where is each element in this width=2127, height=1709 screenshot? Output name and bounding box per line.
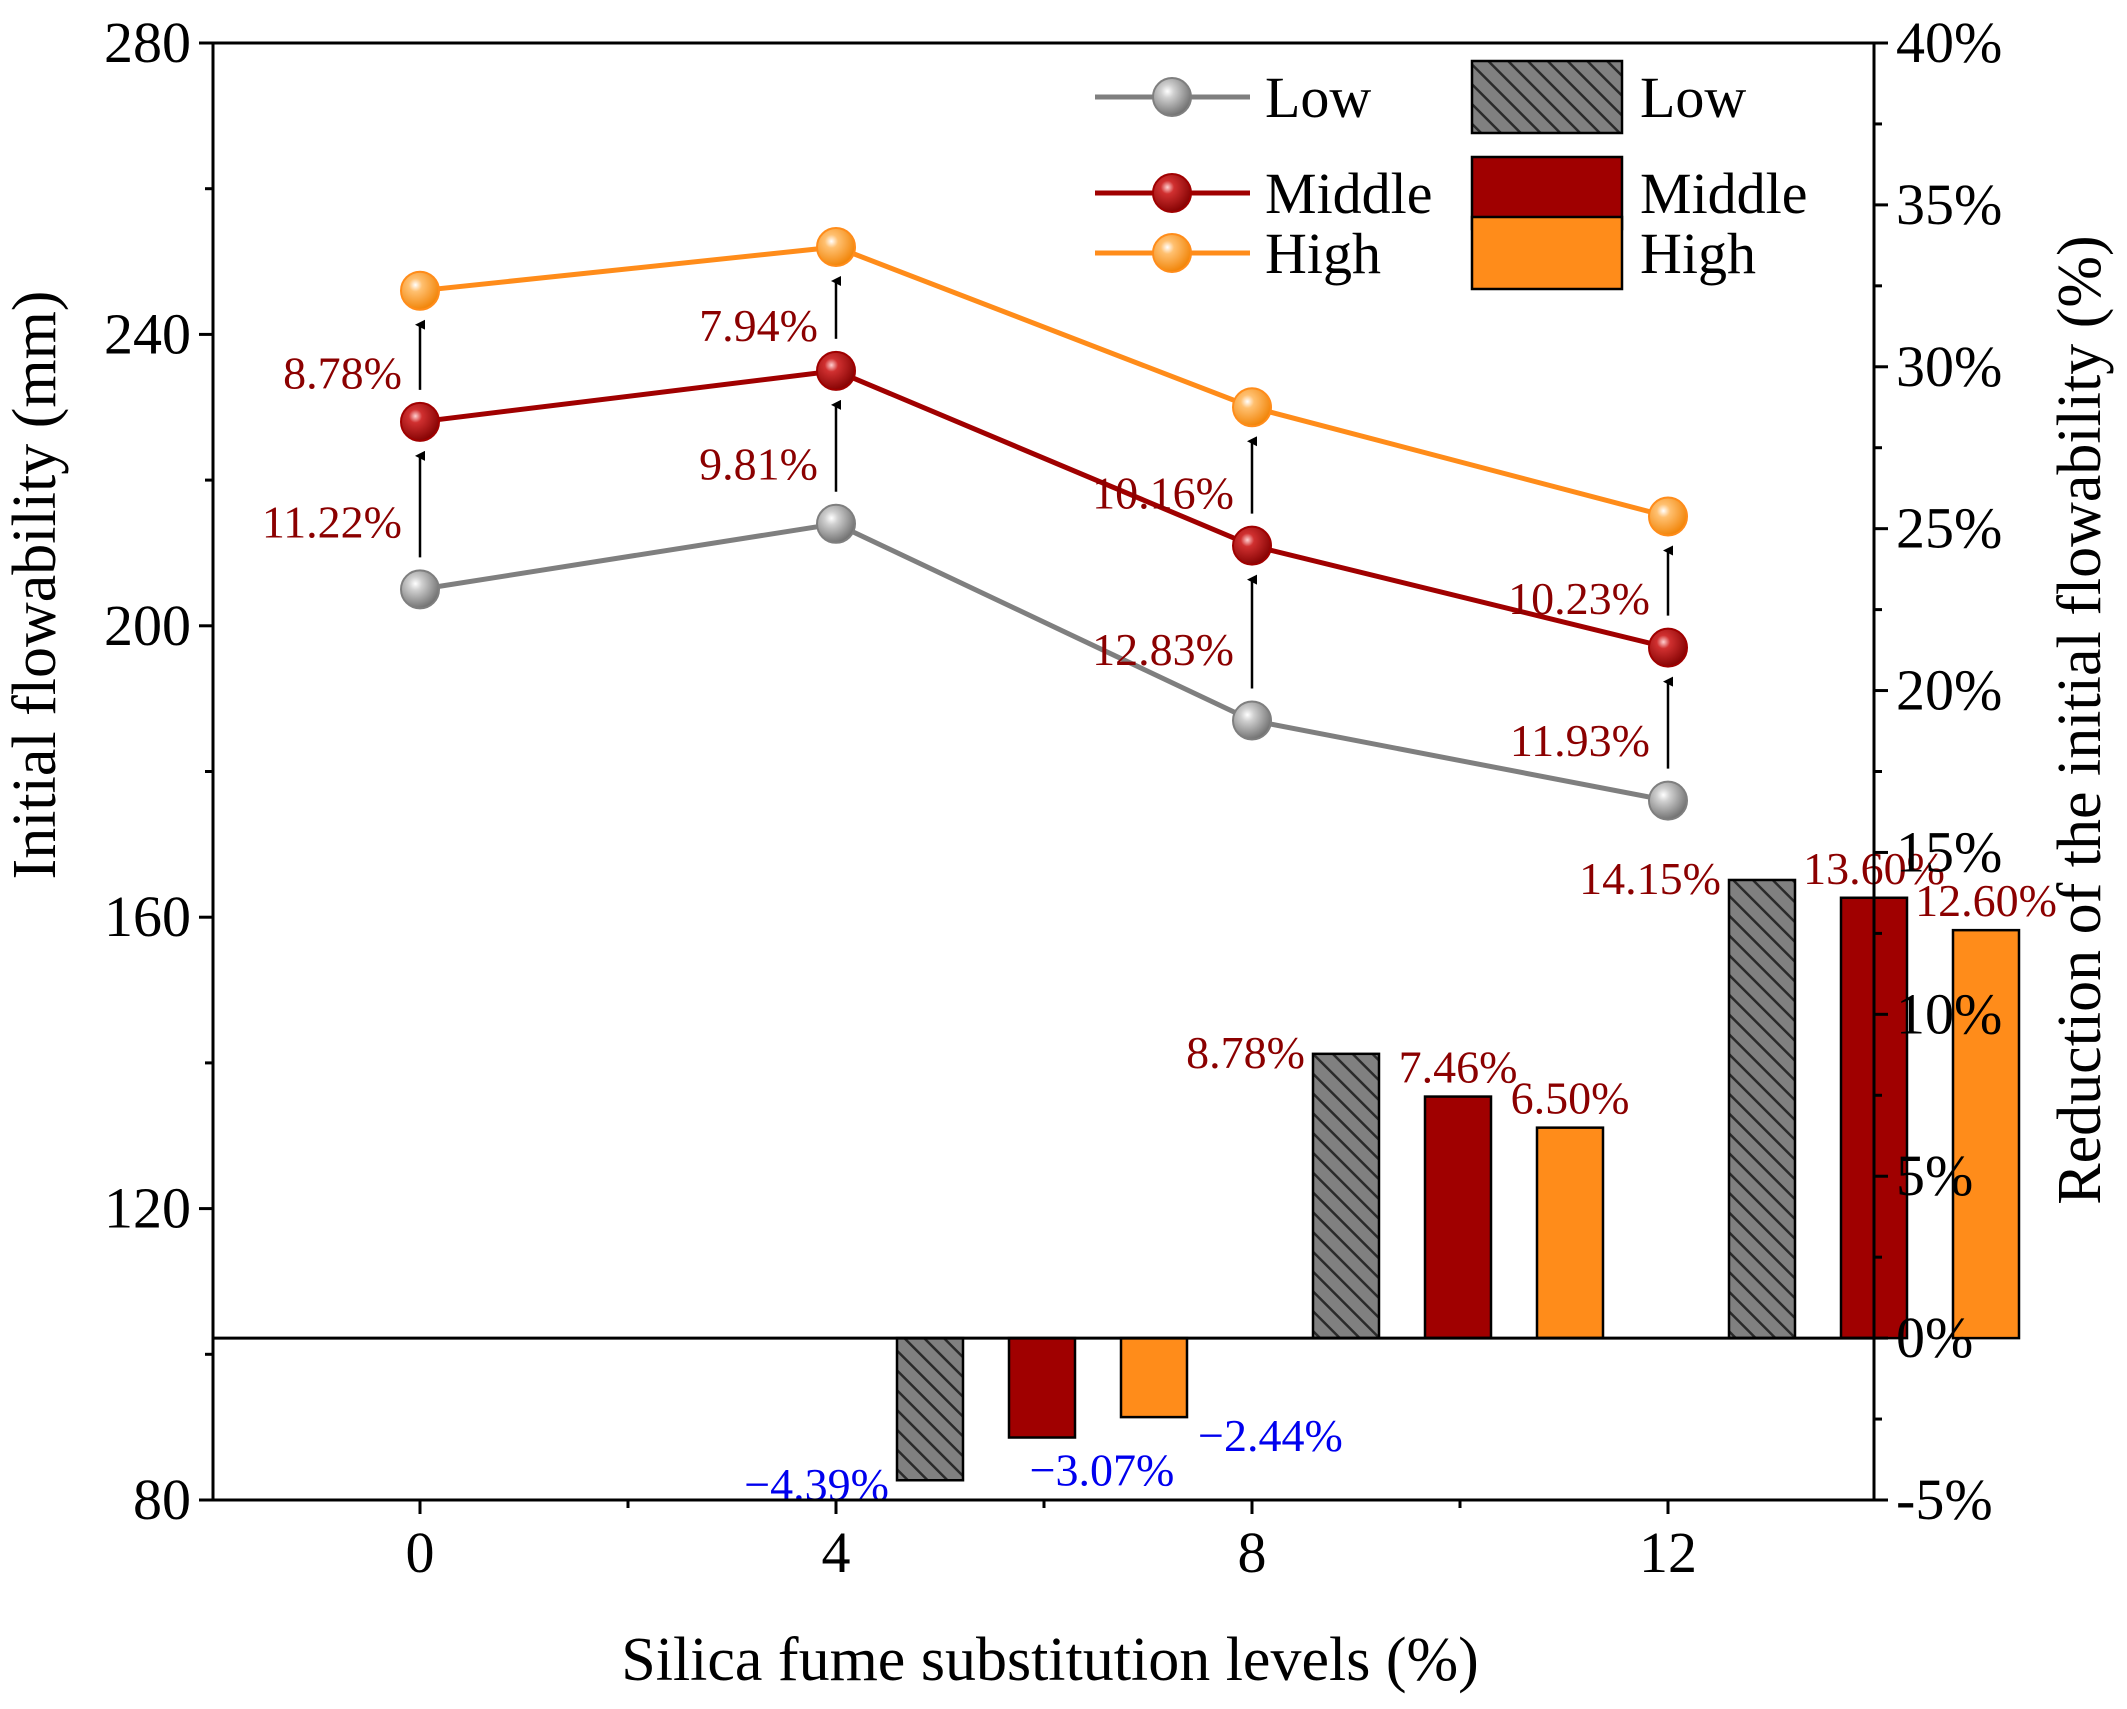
line-series-high [419,244,1669,519]
line-point-middle [1648,627,1688,668]
increase-label: 10.23% [1508,573,1650,624]
bar-high [1535,1126,1605,1340]
y-left-tick-label: 280 [104,10,191,75]
line-point-low [816,503,856,544]
legend-bar-label: Middle [1640,161,1808,226]
line-point-high [816,226,856,267]
y-left-tick-label: 160 [104,884,191,949]
line-point-low [1648,780,1688,821]
y-right-tick-label: 40% [1896,10,2002,75]
increase-label: 11.93% [1510,715,1650,766]
y-right-tick-label: 30% [1896,334,2002,399]
increase-label: 7.94% [699,300,818,351]
legend-bar-swatch [1470,59,1624,135]
y-left-tick-label: 240 [104,301,191,366]
line-point-middle [1232,525,1272,566]
y-right-tick-label: 10% [1896,981,2002,1046]
line-point-middle [400,401,440,442]
line-point-high [1648,496,1688,537]
bar-low [895,1336,965,1482]
legend-line-label: High [1265,221,1381,286]
line-point-high [1232,387,1272,428]
legend-line-label: Low [1265,65,1371,130]
bar-value-label: 12.60% [1915,875,2057,926]
legend-ball-swatch [1152,77,1192,117]
y-axis-title-right: Reduction of the initial flowability (%) [2046,235,2114,1204]
y-right-tick-label: 5% [1896,1143,1973,1208]
y-right-tick-label: 0% [1896,1305,1973,1370]
legend-line-label: Middle [1265,161,1433,226]
line-series-middle [419,368,1669,651]
arrows-layer [415,275,1673,769]
x-tick-label: 0 [406,1520,435,1585]
y-right-tick-label: -5% [1896,1467,1993,1532]
bar-value-label: −3.07% [1030,1445,1175,1496]
bar-low [1311,1052,1381,1340]
y-right-tick-label: 20% [1896,658,2002,723]
increase-label: 9.81% [699,438,818,489]
legend-ball-swatch [1152,173,1192,213]
increase-label: 8.78% [283,347,402,398]
y-right-tick-label: 35% [1896,172,2002,237]
increase-label: 12.83% [1092,624,1234,675]
bar-value-label: 6.50% [1511,1073,1630,1124]
lines-layer [400,226,1688,821]
ticks-layer: 80120160200240280-5%0%5%10%15%20%25%30%3… [104,10,2002,1585]
bar-value-label: 7.46% [1399,1042,1518,1093]
y-left-tick-label: 80 [133,1467,191,1532]
line-series-low [419,521,1669,804]
legend-bar-swatch [1470,215,1624,291]
bar-high [1119,1336,1189,1419]
plot-frame [211,41,1876,1502]
line-point-high [400,270,440,311]
annotations-layer: −4.39%8.78%14.15%−3.07%7.46%13.60%−2.44%… [262,300,2057,1510]
bar-value-label: 14.15% [1579,853,1721,904]
legend-bar-label: High [1640,221,1756,286]
y-left-tick-label: 200 [104,593,191,658]
bar-low [1727,878,1797,1340]
bar-high [1951,928,2021,1340]
bar-value-label: 8.78% [1186,1027,1305,1078]
x-tick-label: 8 [1238,1520,1267,1585]
y-right-tick-label: 25% [1896,496,2002,561]
line-point-low [400,569,440,610]
y-left-tick-label: 120 [104,1176,191,1241]
bar-middle [1007,1336,1077,1439]
x-tick-label: 12 [1639,1520,1697,1585]
line-point-low [1232,700,1272,741]
legend-bar-label: Low [1640,65,1746,130]
bar-value-label: −4.39% [744,1459,889,1510]
axes-layer [211,41,1876,1502]
increase-label: 11.22% [262,497,402,548]
x-axis-title: Silica fume substitution levels (%) [621,1626,1479,1694]
legend-ball-swatch [1152,233,1192,273]
y-right-tick-label: 15% [1896,819,2002,884]
y-axis-title-left: Initial flowability (mm) [1,291,69,880]
bars-layer [895,878,2021,1482]
x-tick-label: 4 [822,1520,851,1585]
bar-middle [1423,1095,1493,1340]
increase-label: 10.16% [1092,467,1234,518]
bar-value-label: −2.44% [1198,1410,1343,1461]
line-point-middle [816,350,856,391]
